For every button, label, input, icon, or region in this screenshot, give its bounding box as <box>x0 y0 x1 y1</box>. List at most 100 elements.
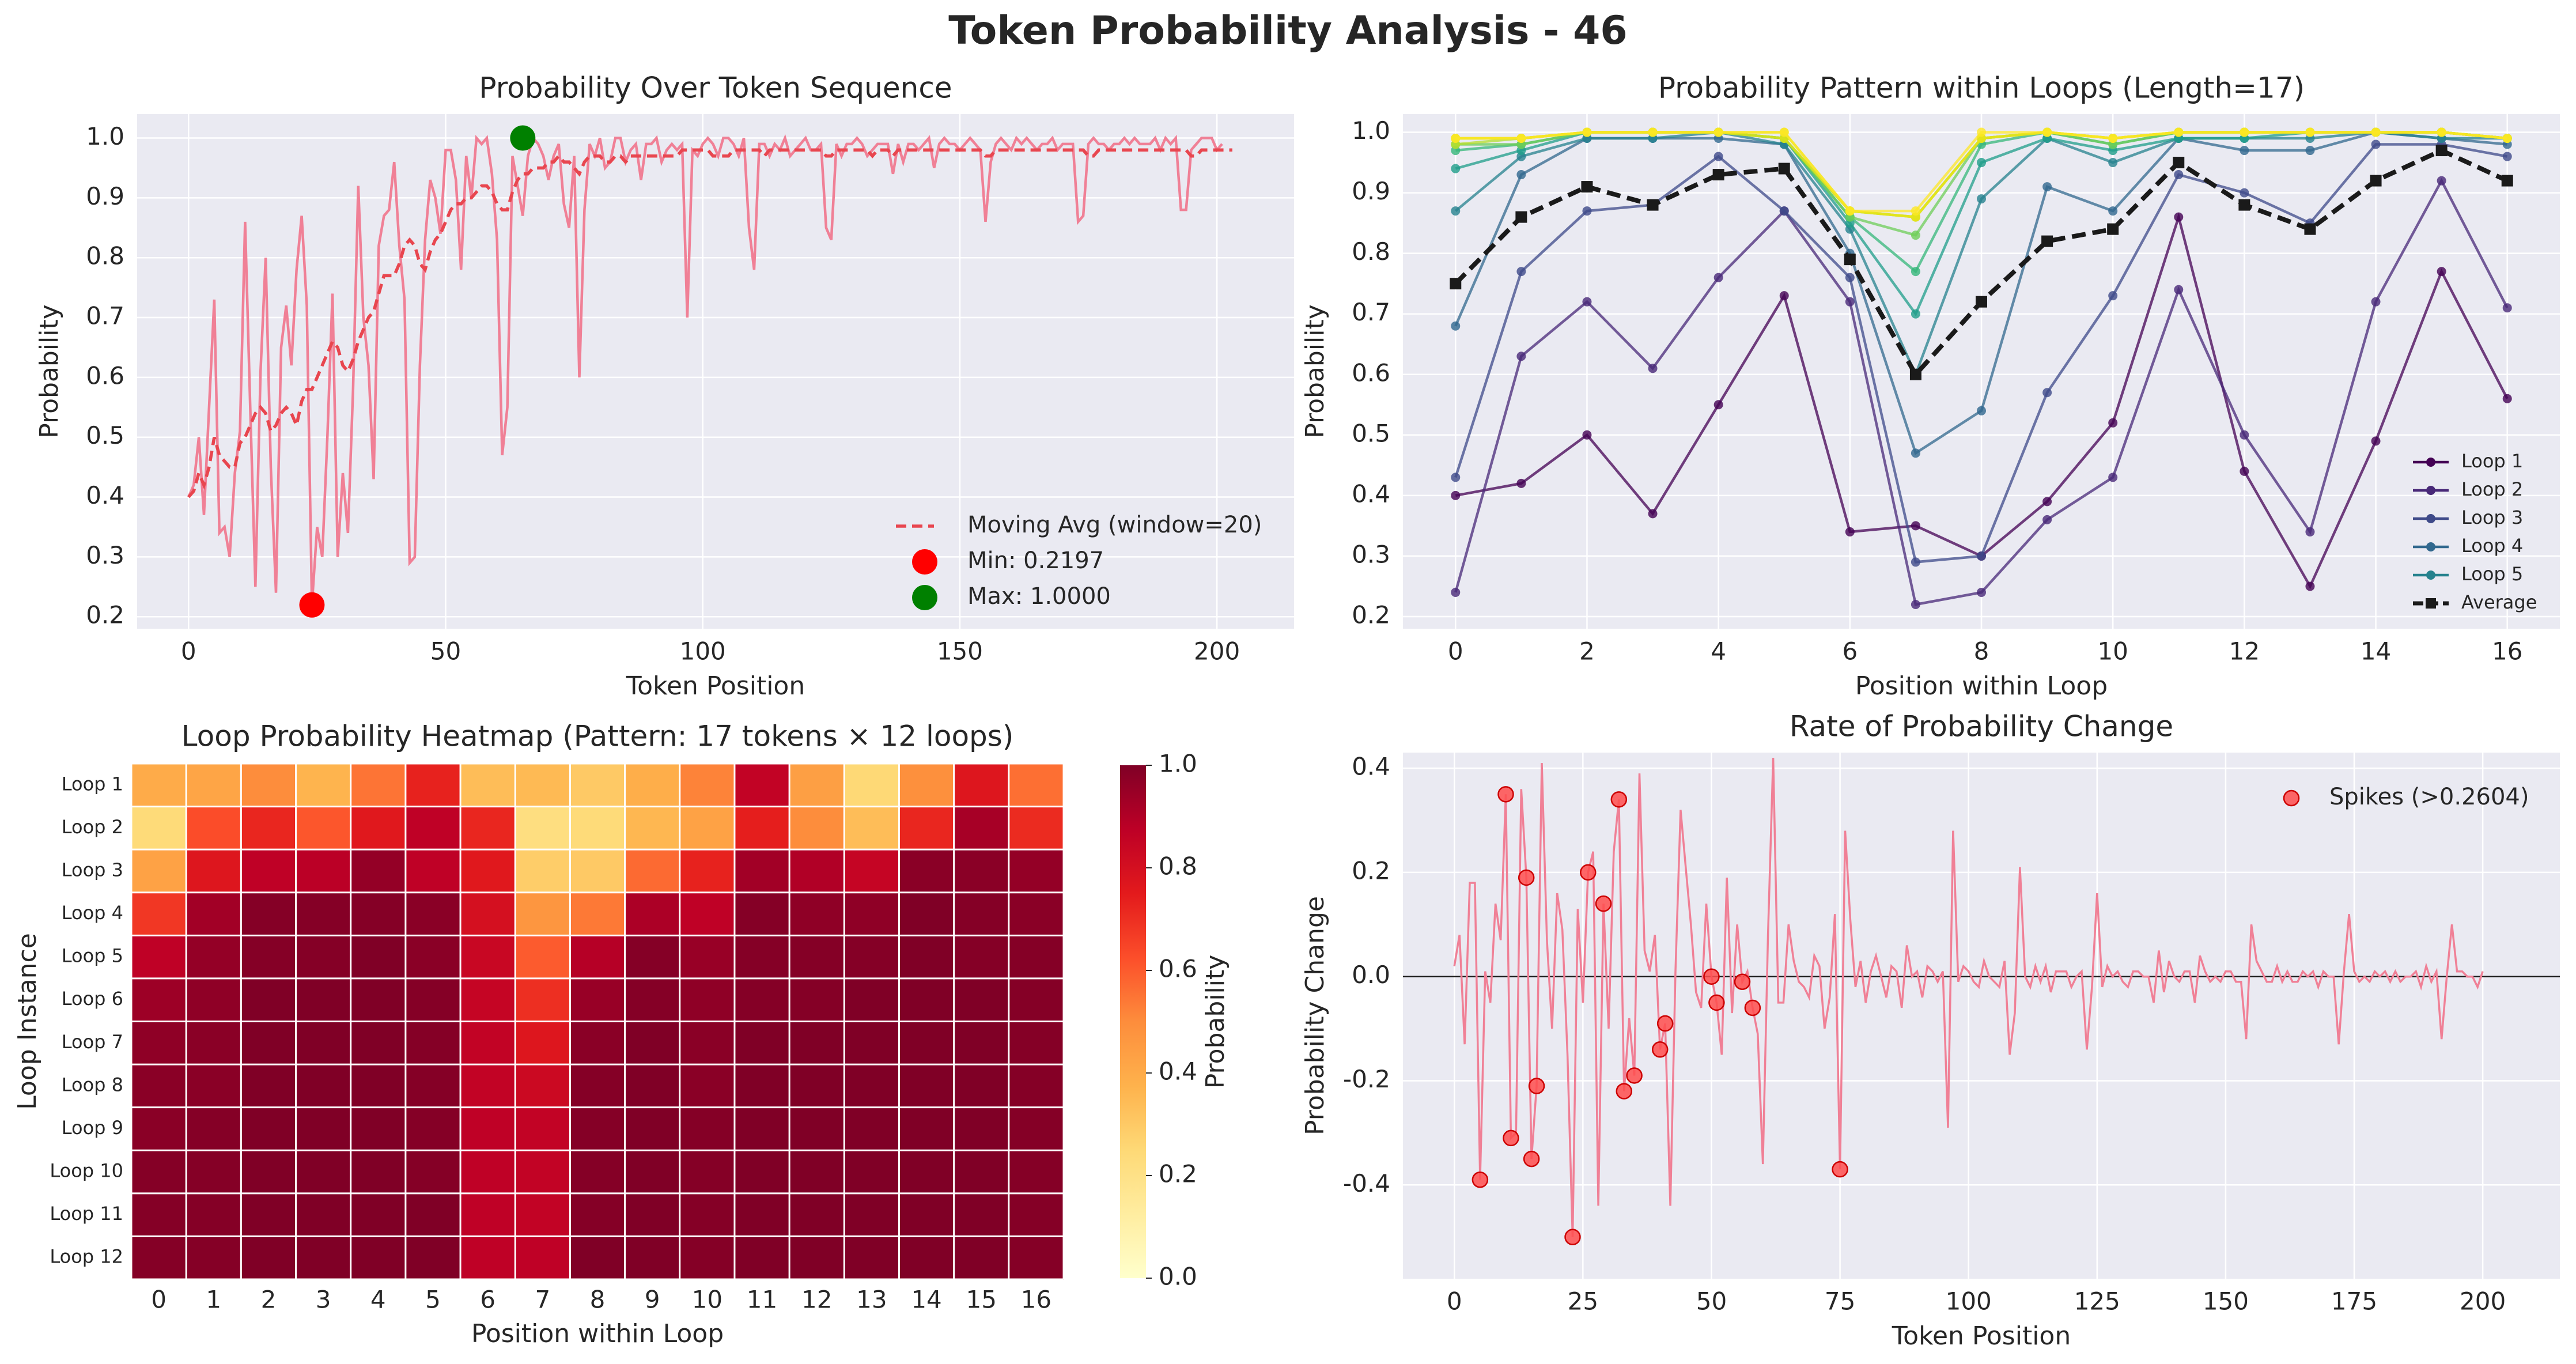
loops-average-point <box>1909 368 1921 380</box>
heatmap-colorbar-tick-label: 0.6 <box>1159 955 1197 983</box>
heatmap-cell <box>515 806 570 850</box>
loops-series-6-point <box>1977 158 1986 168</box>
rate-spike-point <box>1744 999 1761 1017</box>
heatmap-cell <box>405 1021 461 1065</box>
heatmap-cell <box>515 978 570 1022</box>
heatmap-cell <box>1008 1107 1064 1151</box>
loops-legend-marker <box>2426 598 2436 609</box>
heatmap-cell <box>296 935 351 979</box>
heatmap-cell <box>296 892 351 936</box>
heatmap-cell <box>899 1193 955 1237</box>
loops-series-3-point <box>1713 152 1723 161</box>
heatmap-cell <box>734 978 790 1022</box>
loops-average-point <box>1647 199 1659 211</box>
loops-legend-marker <box>2426 570 2435 580</box>
loops-legend-label: Loop 5 <box>2461 563 2523 585</box>
heatmap-y-tick-label: Loop 8 <box>62 1074 123 1095</box>
heatmap-cell <box>789 764 845 807</box>
heatmap-cell <box>844 806 899 850</box>
loops-series-4-point <box>1977 406 1986 415</box>
heatmap-cell <box>296 806 351 850</box>
heatmap-cell <box>350 1236 406 1280</box>
heatmap-cell <box>954 1107 1009 1151</box>
loops-series-2-point <box>1713 273 1723 282</box>
heatmap-cell <box>899 935 955 979</box>
heatmap-cell <box>844 1107 899 1151</box>
heatmap-cell <box>460 806 516 850</box>
loops-legend-marker <box>2426 458 2435 467</box>
heatmap-cell <box>679 1064 735 1108</box>
heatmap-cell <box>131 1150 187 1194</box>
loops-series-4-point <box>2240 146 2249 156</box>
loops-y-tick-label: 0.6 <box>1352 358 1390 387</box>
heatmap-x-tick-label: 16 <box>1021 1286 1051 1314</box>
loops-series-12-point <box>1713 127 1723 137</box>
seq-y-axis-label: Probability <box>35 304 64 439</box>
heatmap-y-tick-label: Loop 2 <box>62 816 123 838</box>
loops-legend-label: Loop 3 <box>2461 507 2523 528</box>
loops-series-12-point <box>1911 206 1920 216</box>
rate-x-tick-label: 150 <box>2203 1287 2249 1316</box>
heatmap-y-tick-label: Loop 4 <box>62 902 123 924</box>
heatmap-cell <box>405 806 461 850</box>
heatmap-cell <box>350 1064 406 1108</box>
heatmap-cell <box>954 764 1009 807</box>
heatmap-cell <box>570 1150 626 1194</box>
seq-y-tick-label: 0.3 <box>86 541 124 569</box>
seq-y-tick-label: 0.9 <box>86 182 124 210</box>
heatmap-y-tick-label: Loop 5 <box>62 945 123 967</box>
heatmap-cell <box>844 892 899 936</box>
loops-series-1-point <box>1582 430 1592 440</box>
loops-series-3-point <box>1977 551 1986 561</box>
loops-series-3-point <box>2108 291 2118 301</box>
loops-average-point <box>2501 175 2513 187</box>
heatmap-cell <box>679 892 735 936</box>
heatmap-cell <box>131 978 187 1022</box>
loops-series-3-point <box>2174 170 2184 180</box>
heatmap-title: Loop Probability Heatmap (Pattern: 17 to… <box>181 720 1014 753</box>
heatmap-cell <box>241 764 297 807</box>
heatmap-cell <box>296 1193 351 1237</box>
heatmap-cell <box>899 1064 955 1108</box>
loops-y-axis-label: Probability <box>1300 304 1330 439</box>
loops-series-2-point <box>2371 297 2381 307</box>
rate-x-tick-label: 75 <box>1825 1287 1855 1316</box>
heatmap-cell <box>899 1150 955 1194</box>
heatmap-cell <box>131 1021 187 1065</box>
rate-spike-point <box>1734 973 1751 990</box>
loops-series-2-point <box>2042 515 2052 524</box>
loops-average-point <box>1450 278 1462 290</box>
loops-title: Probability Pattern within Loops (Length… <box>1658 71 2305 105</box>
heatmap-cell <box>844 849 899 893</box>
loops-x-tick-label: 4 <box>1711 637 1726 666</box>
heatmap-cell <box>679 978 735 1022</box>
heatmap-cell <box>131 806 187 850</box>
heatmap-cell <box>131 764 187 807</box>
loops-x-tick-label: 12 <box>2229 637 2260 666</box>
heatmap-colorbar <box>1120 765 1146 1278</box>
heatmap-y-tick-label: Loop 11 <box>50 1203 123 1225</box>
heatmap-cell <box>1008 764 1064 807</box>
heatmap-cell <box>734 1150 790 1194</box>
heatmap-cell <box>844 935 899 979</box>
heatmap-cell <box>405 1193 461 1237</box>
heatmap-cell <box>899 764 955 807</box>
loops-series-2-point <box>1845 297 1855 307</box>
seq-x-axis-label: Token Position <box>626 671 805 701</box>
heatmap-cell <box>954 935 1009 979</box>
heatmap-cell <box>460 1064 516 1108</box>
heatmap-cell <box>789 1064 845 1108</box>
loops-series-3-point <box>1451 473 1461 482</box>
heatmap-cell <box>625 1193 680 1237</box>
loops-series-2-point <box>1648 364 1658 373</box>
seq-probability-line <box>187 134 1223 605</box>
heatmap-cell <box>296 1150 351 1194</box>
rate-legend-swatch <box>2283 789 2300 807</box>
heatmap-cell <box>460 764 516 807</box>
heatmap-cell <box>1008 1236 1064 1280</box>
heatmap-cell <box>350 1193 406 1237</box>
heatmap-cell <box>350 978 406 1022</box>
loops-x-tick-label: 8 <box>1974 637 1989 666</box>
loops-series-2-point <box>2240 430 2249 440</box>
rate-x-tick-label: 25 <box>1568 1287 1598 1316</box>
